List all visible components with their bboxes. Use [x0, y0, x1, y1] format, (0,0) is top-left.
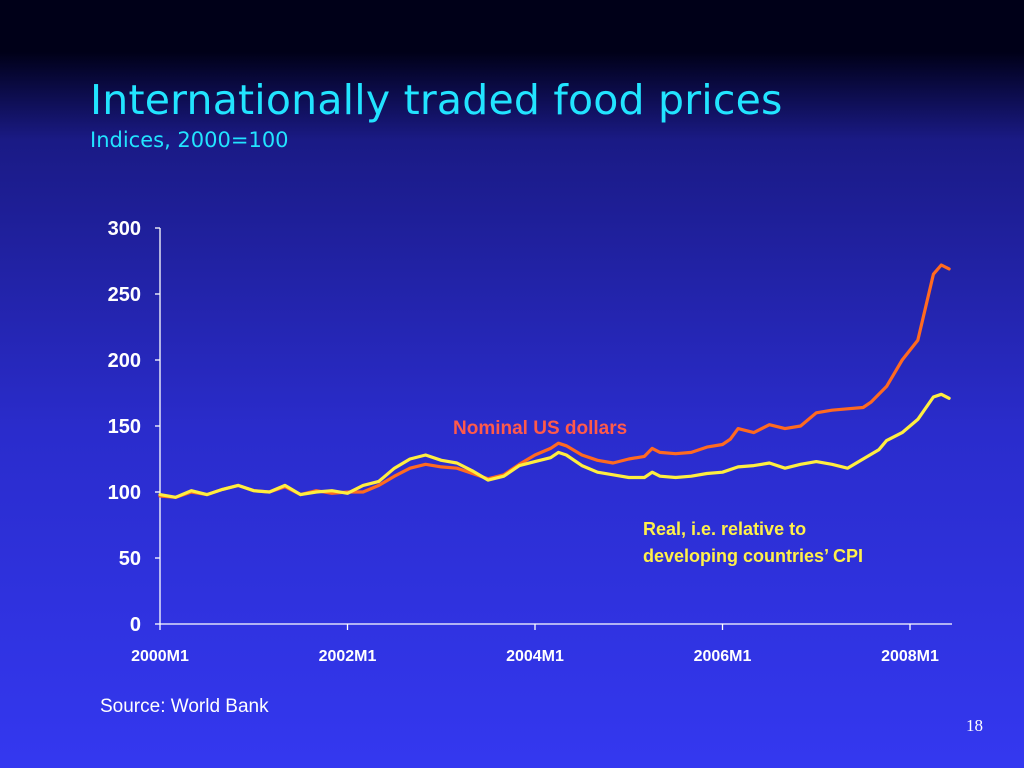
y-tick-label: 250	[108, 284, 141, 306]
y-tick-label: 0	[130, 614, 141, 636]
x-tick-label: 2002M1	[319, 648, 377, 665]
x-tick-label: 2004M1	[506, 648, 564, 665]
series-line-real	[158, 392, 951, 499]
chart-annotations: Nominal US dollars Real, i.e. relative to…	[453, 418, 863, 566]
chart-series	[158, 263, 951, 499]
source-note: Source: World Bank	[100, 696, 269, 717]
y-tick-label: 100	[108, 482, 141, 504]
slide-title: Internationally traded food prices	[90, 76, 783, 124]
x-tick-label: 2000M1	[131, 648, 189, 665]
slide-subtitle: Indices, 2000=100	[90, 128, 289, 152]
y-tick-label: 50	[119, 548, 141, 570]
annotation-real: Real, i.e. relative to	[643, 519, 806, 539]
series-line-nominal	[158, 263, 951, 499]
y-tick-label: 200	[108, 350, 141, 372]
y-tick-label: 150	[108, 416, 141, 438]
x-tick-label: 2008M1	[881, 648, 939, 665]
x-tick-label: 2006M1	[694, 648, 752, 665]
annotation-real: developing countries’ CPI	[643, 546, 863, 566]
page-number: 18	[966, 716, 983, 735]
annotation-nominal: Nominal US dollars	[453, 418, 627, 439]
y-tick-label: 300	[108, 218, 141, 240]
chart-axes: 0 50 100 150 200 250 300 2000M1 2002M1 2004M1 2006…	[108, 218, 952, 665]
